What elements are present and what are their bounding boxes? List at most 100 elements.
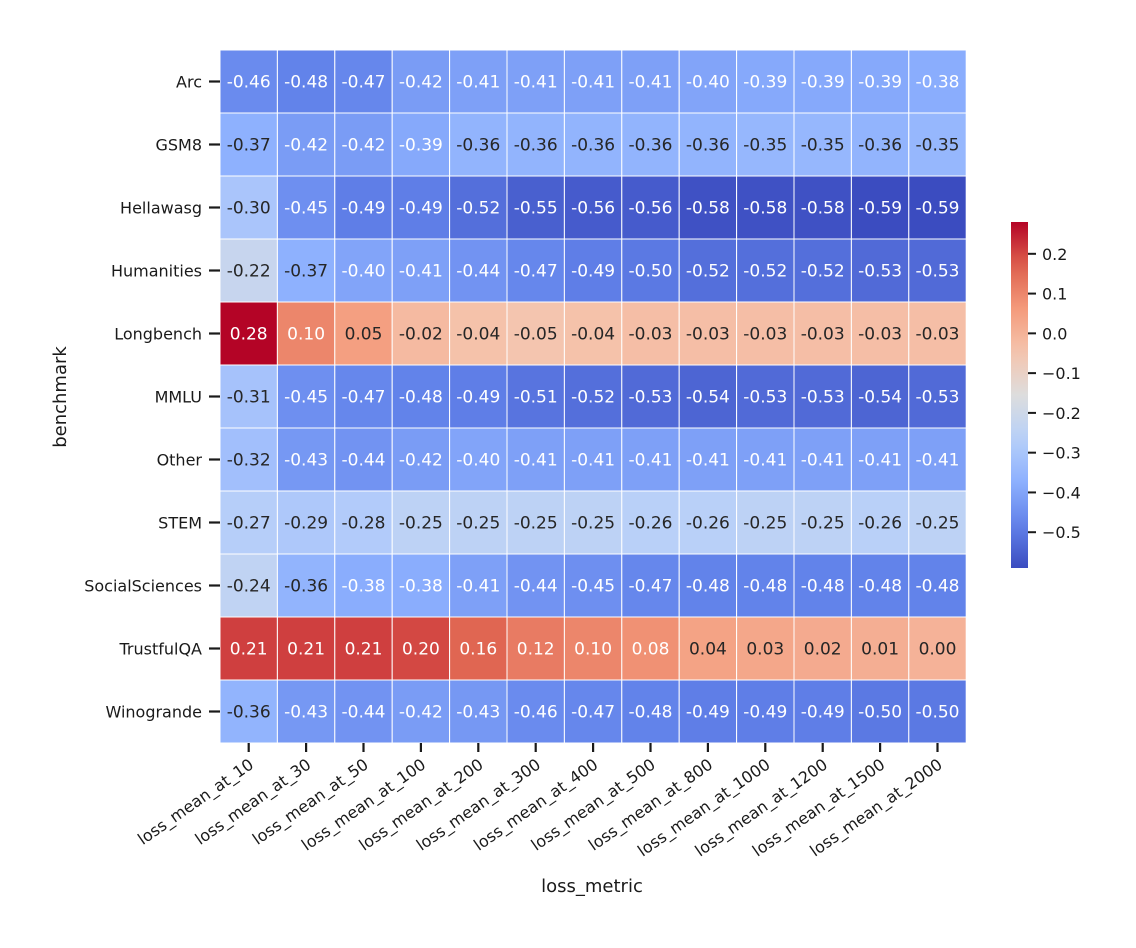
cell-value-label: -0.53 [916, 388, 960, 408]
cell-value-label: -0.29 [284, 514, 328, 534]
cell-value-label: -0.38 [916, 73, 960, 93]
cell-value-label: -0.53 [858, 262, 902, 282]
cell-value-label: 0.10 [287, 325, 325, 345]
cell-value-label: -0.43 [456, 703, 500, 723]
heatmap-cell [219, 427, 278, 492]
cell-value-label: -0.44 [342, 451, 386, 471]
heatmap-cell [850, 238, 910, 303]
cell-value-label: -0.48 [399, 388, 443, 408]
heatmap-cell [391, 112, 451, 177]
cell-value-label: -0.36 [456, 136, 500, 156]
heatmap-cell [736, 364, 795, 429]
cell-value-label: -0.24 [227, 577, 271, 597]
heatmap-cell-labels: -0.46 -0.48 -0.47 -0.42 -0.41 -0.41 -0.41 -0.41… [227, 73, 960, 723]
cell-value-label: -0.50 [858, 703, 902, 723]
cell-value-label: -0.59 [858, 199, 902, 219]
x-axis: loss_mean_at_10loss_mean_at_30loss_mean_… [134, 743, 946, 861]
heatmap-cell [793, 490, 852, 555]
colorbar-tick-label: −0.1 [1042, 364, 1081, 383]
cell-value-label: -0.39 [801, 73, 845, 93]
y-axis: Arc GSM8 Hellawasg Humanities Longbench MMLU O… [84, 73, 220, 722]
heatmap-cell [850, 49, 910, 114]
cell-value-label: -0.40 [686, 73, 730, 93]
cell-value-label: -0.44 [456, 262, 500, 282]
heatmap-cell [621, 490, 680, 555]
cell-value-label: -0.35 [801, 136, 845, 156]
heatmap-cell [850, 490, 910, 555]
cell-value-label: -0.49 [801, 703, 845, 723]
heatmap-cell [276, 679, 336, 744]
cell-value-label: -0.22 [227, 262, 271, 282]
heatmap-cell [391, 679, 451, 744]
heatmap-cell [908, 427, 967, 492]
cell-value-label: -0.53 [801, 388, 845, 408]
cell-value-label: 0.28 [230, 325, 268, 345]
cell-value-label: -0.46 [514, 703, 558, 723]
heatmap-cell [334, 553, 393, 618]
cell-value-label: -0.25 [801, 514, 845, 534]
y-tick-label: GSM8 [155, 136, 202, 155]
heatmap-cell [219, 175, 278, 240]
cell-value-label: -0.52 [571, 388, 615, 408]
cell-value-label: -0.40 [456, 451, 500, 471]
cell-value-label: -0.58 [686, 199, 730, 219]
heatmap-cell [334, 175, 393, 240]
cell-value-label: 0.10 [574, 640, 612, 660]
cell-value-label: -0.56 [571, 199, 615, 219]
heatmap-cell [621, 364, 680, 429]
cell-value-label: -0.52 [456, 199, 500, 219]
cell-value-label: -0.52 [801, 262, 845, 282]
cell-value-label: -0.25 [743, 514, 787, 534]
cell-value-label: -0.54 [858, 388, 902, 408]
cell-value-label: -0.41 [629, 451, 673, 471]
y-tick-label: Other [157, 451, 203, 470]
cell-value-label: -0.41 [801, 451, 845, 471]
heatmap-cell [563, 112, 623, 177]
cell-value-label: -0.50 [916, 703, 960, 723]
cell-value-label: -0.48 [858, 577, 902, 597]
cell-value-label: -0.02 [399, 325, 443, 345]
heatmap-cell [678, 301, 738, 366]
cell-value-label: -0.41 [456, 73, 500, 93]
cell-value-label: -0.41 [514, 73, 558, 93]
cell-value-label: -0.49 [342, 199, 386, 219]
cell-value-label: -0.49 [456, 388, 500, 408]
heatmap-cell [276, 49, 336, 114]
heatmap-cell [563, 427, 623, 492]
cell-value-label: 0.16 [459, 640, 497, 660]
cell-value-label: -0.52 [743, 262, 787, 282]
heatmap-cell [850, 301, 910, 366]
cell-value-label: 0.02 [804, 640, 842, 660]
heatmap-cell [908, 616, 967, 681]
heatmap-cell [334, 238, 393, 303]
cell-value-label: -0.41 [456, 577, 500, 597]
cell-value-label: 0.05 [345, 325, 383, 345]
cell-value-label: -0.54 [686, 388, 730, 408]
heatmap-cell [678, 427, 738, 492]
heatmap-cell [793, 553, 852, 618]
heatmap-cell [219, 238, 278, 303]
heatmap-cell [850, 553, 910, 618]
x-axis-title: loss_metric [541, 876, 643, 897]
cell-value-label: -0.50 [629, 262, 673, 282]
cell-value-label: -0.25 [456, 514, 500, 534]
cell-value-label: -0.04 [456, 325, 500, 345]
cell-value-label: -0.49 [743, 703, 787, 723]
cell-value-label: -0.48 [629, 703, 673, 723]
y-tick-label: TrustfulQA [118, 640, 202, 659]
heatmap-cell [276, 175, 336, 240]
heatmap-cell [563, 238, 623, 303]
heatmap-cell [219, 616, 278, 681]
cell-value-label: -0.55 [514, 199, 558, 219]
heatmap-cell [334, 490, 393, 555]
cell-value-label: -0.48 [686, 577, 730, 597]
heatmap-cell [276, 616, 336, 681]
cell-value-label: -0.38 [399, 577, 443, 597]
heatmap-cell [334, 301, 393, 366]
cell-value-label: -0.36 [629, 136, 673, 156]
cell-value-label: 0.21 [345, 640, 383, 660]
colorbar: 0.2 0.1 0.0 −0.1 −0.2 −0.3 −0.4 −0.5 [1011, 222, 1081, 568]
cell-value-label: -0.42 [342, 136, 386, 156]
cell-value-label: -0.49 [686, 703, 730, 723]
